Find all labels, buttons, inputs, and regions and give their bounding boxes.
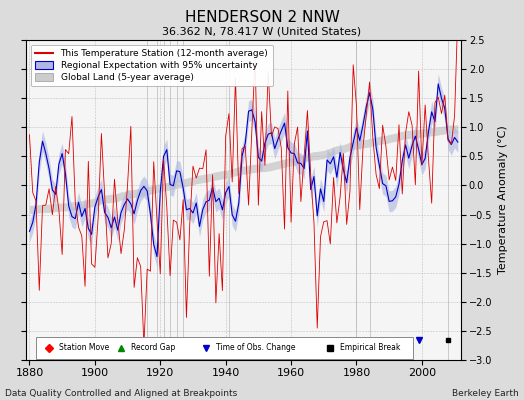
Text: Time of Obs. Change: Time of Obs. Change <box>216 343 296 352</box>
Text: Berkeley Earth: Berkeley Earth <box>452 389 519 398</box>
Legend: This Temperature Station (12-month average), Regional Expectation with 95% uncer: This Temperature Station (12-month avera… <box>31 44 273 86</box>
Text: Empirical Break: Empirical Break <box>340 343 400 352</box>
Text: Station Move: Station Move <box>59 343 109 352</box>
Text: Data Quality Controlled and Aligned at Breakpoints: Data Quality Controlled and Aligned at B… <box>5 389 237 398</box>
Text: HENDERSON 2 NNW: HENDERSON 2 NNW <box>184 10 340 25</box>
Text: 36.362 N, 78.417 W (United States): 36.362 N, 78.417 W (United States) <box>162 26 362 36</box>
Text: Record Gap: Record Gap <box>131 343 175 352</box>
FancyBboxPatch shape <box>36 337 413 359</box>
Y-axis label: Temperature Anomaly (°C): Temperature Anomaly (°C) <box>498 126 508 274</box>
